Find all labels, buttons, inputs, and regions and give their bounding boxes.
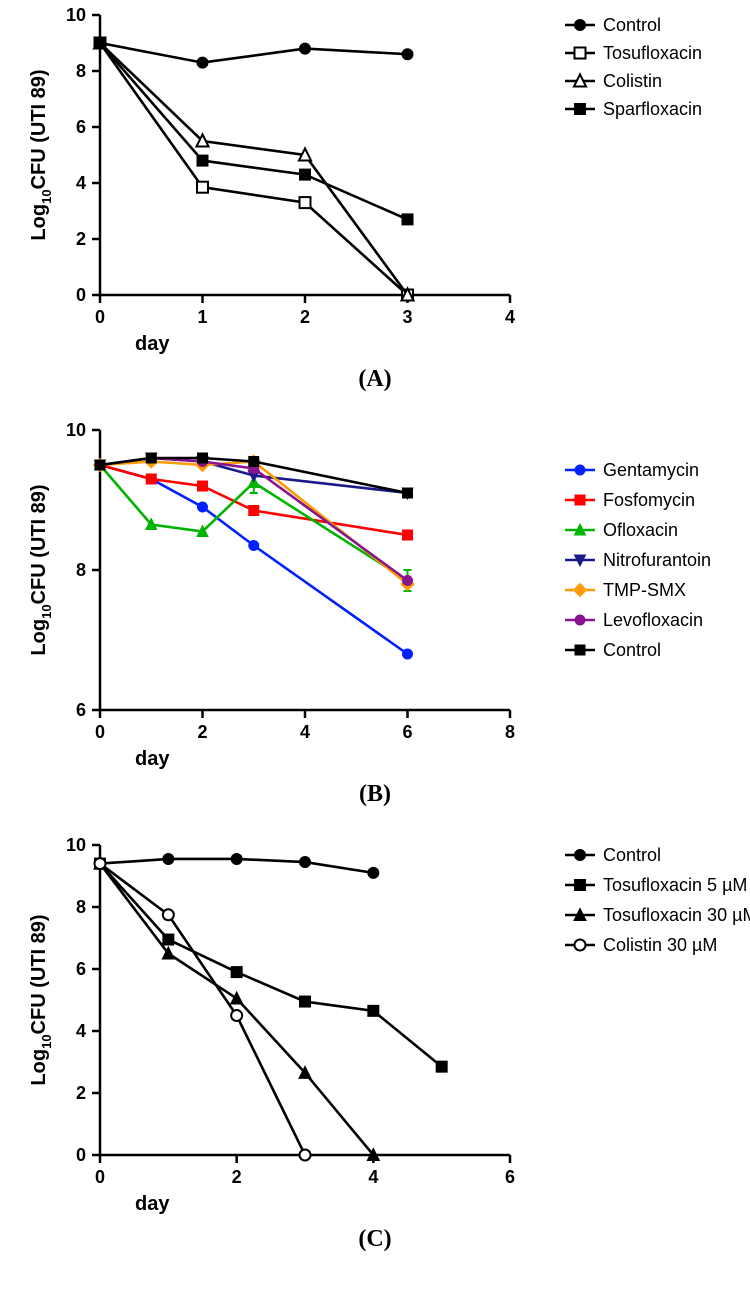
- svg-text:2: 2: [76, 229, 86, 249]
- svg-text:10: 10: [66, 835, 86, 855]
- svg-text:6: 6: [505, 1167, 515, 1187]
- svg-text:1: 1: [197, 307, 207, 327]
- svg-text:Nitrofurantoin: Nitrofurantoin: [603, 550, 711, 570]
- svg-text:Log10CFU (UTI 89): Log10CFU (UTI 89): [28, 69, 54, 240]
- svg-text:Control: Control: [603, 640, 661, 660]
- figure: 0 1 2 3 4 0 2 4 6 8 10 day Log10CFU (UTI 89) Control T…: [0, 0, 750, 1253]
- svg-text:Tosufloxacin 5 µM: Tosufloxacin 5 µM: [603, 875, 747, 895]
- svg-text:day: day: [135, 333, 170, 355]
- svg-text:4: 4: [76, 1021, 86, 1041]
- svg-text:Sparfloxacin: Sparfloxacin: [603, 99, 702, 119]
- svg-text:Ofloxacin: Ofloxacin: [603, 520, 678, 540]
- svg-text:8: 8: [76, 897, 86, 917]
- svg-text:2: 2: [232, 1167, 242, 1187]
- svg-text:0: 0: [95, 722, 105, 742]
- svg-text:2: 2: [197, 722, 207, 742]
- panel-c: 0 2 4 6 0 2 4 6 8 10 day Log10CFU (UTI 89) Control To…: [0, 830, 750, 1253]
- svg-text:2: 2: [300, 307, 310, 327]
- svg-text:0: 0: [76, 1145, 86, 1165]
- svg-text:6: 6: [76, 959, 86, 979]
- svg-text:6: 6: [76, 117, 86, 137]
- chart-b: 0 2 4 6 8 6 8 10 day Log10CFU (UTI 89) Gentamycin F…: [0, 415, 750, 775]
- svg-text:6: 6: [76, 700, 86, 720]
- svg-text:Control: Control: [603, 15, 661, 35]
- panel-a: 0 1 2 3 4 0 2 4 6 8 10 day Log10CFU (UTI 89) Control T…: [0, 0, 750, 393]
- svg-text:Gentamycin: Gentamycin: [603, 460, 699, 480]
- svg-text:Log10CFU (UTI 89): Log10CFU (UTI 89): [28, 914, 54, 1085]
- panel-b-label: (B): [0, 781, 750, 808]
- svg-text:Log10CFU (UTI 89): Log10CFU (UTI 89): [28, 484, 54, 655]
- svg-text:2: 2: [76, 1083, 86, 1103]
- svg-text:4: 4: [300, 722, 310, 742]
- svg-text:4: 4: [368, 1167, 378, 1187]
- svg-text:0: 0: [95, 1167, 105, 1187]
- svg-text:8: 8: [76, 560, 86, 580]
- svg-text:8: 8: [505, 722, 515, 742]
- panel-a-label: (A): [0, 366, 750, 393]
- svg-text:day: day: [135, 748, 170, 770]
- svg-text:Colistin 30 µM: Colistin 30 µM: [603, 935, 717, 955]
- svg-text:0: 0: [76, 285, 86, 305]
- chart-a: 0 1 2 3 4 0 2 4 6 8 10 day Log10CFU (UTI 89) Control T…: [0, 0, 750, 360]
- svg-text:4: 4: [505, 307, 515, 327]
- svg-text:TMP-SMX: TMP-SMX: [603, 580, 686, 600]
- svg-text:6: 6: [402, 722, 412, 742]
- svg-text:10: 10: [66, 5, 86, 25]
- panel-b: 0 2 4 6 8 6 8 10 day Log10CFU (UTI 89) Gentamycin F…: [0, 415, 750, 808]
- svg-text:Control: Control: [603, 845, 661, 865]
- svg-text:10: 10: [66, 420, 86, 440]
- svg-text:3: 3: [402, 307, 412, 327]
- svg-text:8: 8: [76, 61, 86, 81]
- svg-text:day: day: [135, 1193, 170, 1215]
- svg-text:Colistin: Colistin: [603, 71, 662, 91]
- chart-c: 0 2 4 6 0 2 4 6 8 10 day Log10CFU (UTI 89) Control To…: [0, 830, 750, 1220]
- svg-text:0: 0: [95, 307, 105, 327]
- panel-c-label: (C): [0, 1226, 750, 1253]
- svg-text:Levofloxacin: Levofloxacin: [603, 610, 703, 630]
- svg-text:4: 4: [76, 173, 86, 193]
- svg-text:Tosufloxacin 30 µM: Tosufloxacin 30 µM: [603, 905, 750, 925]
- svg-text:Tosufloxacin: Tosufloxacin: [603, 43, 702, 63]
- svg-text:Fosfomycin: Fosfomycin: [603, 490, 695, 510]
